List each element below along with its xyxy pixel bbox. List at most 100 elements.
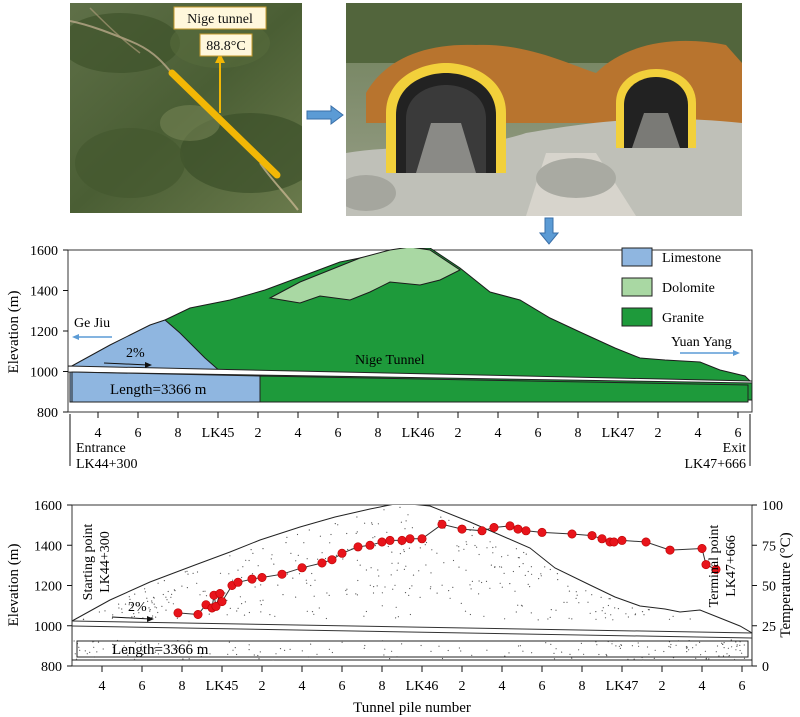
geo-y-axis: 1600 1400 1200 1000 800: [30, 244, 68, 421]
temperature-point: [353, 542, 363, 552]
temperature-point: [617, 535, 627, 545]
temp-ytick-label: 1600: [34, 499, 62, 514]
geo-length-label: Length=3366 m: [110, 382, 207, 398]
temp-length-label: Length=3366 m: [112, 642, 209, 658]
temp-xtick-label: 8: [179, 679, 186, 694]
right-arrow-icon: [733, 350, 740, 356]
ge-jiu-label: Ge Jiu: [74, 316, 110, 331]
temperature-point: [217, 597, 227, 607]
end-pile: LK47+666: [724, 535, 739, 597]
exit-label: Exit: [723, 441, 746, 456]
temperature-point: [641, 537, 651, 547]
temperature-point: [513, 524, 523, 534]
temperature-point: [337, 548, 347, 558]
temp-xtick-label: 2: [259, 679, 266, 694]
temp-y2tick-label: 0: [762, 660, 769, 675]
geo-ylabel: Elevation (m): [6, 291, 22, 374]
temperature-point: [385, 535, 395, 545]
temp-xtick-label: 2: [459, 679, 466, 694]
tunnel-portal-photo: [346, 3, 742, 216]
geo-slope-label: 2%: [126, 346, 145, 361]
satellite-map-image: Nige tunnel 88.8°C: [70, 3, 302, 213]
geo-xtick-label: LK47: [602, 426, 635, 441]
end-label: Terminal point: [707, 525, 722, 608]
temperature-point: [701, 560, 711, 570]
geo-xtick-label: 4: [95, 426, 102, 441]
legend-swatch-granite: [621, 307, 653, 327]
geo-xtick-label: LK46: [402, 426, 435, 441]
temperature-point: [665, 545, 675, 555]
temp-xtick-label: 6: [339, 679, 346, 694]
temperature-point: [233, 577, 243, 587]
start-label: Starting point: [81, 524, 96, 601]
left-arrow-icon: [72, 334, 79, 340]
geo-ytick-label: 1600: [30, 244, 58, 259]
legend-swatch-dolomite: [621, 277, 653, 297]
temp-xtick-label: 6: [739, 679, 746, 694]
temperature-point: [567, 529, 577, 539]
legend-dolomite: Dolomite: [662, 281, 715, 296]
temperature-point: [297, 563, 307, 573]
temp-y2tick-label: 25: [762, 620, 776, 635]
temp-y2tick-label: 75: [762, 539, 776, 554]
temperature-point: [521, 526, 531, 536]
geo-ytick-label: 1000: [30, 366, 58, 381]
temperature-point: [317, 558, 327, 568]
temp-xtick-label: LK46: [406, 679, 439, 694]
temperature-point: [505, 521, 515, 531]
temperature-point: [257, 572, 267, 582]
temp-y2label: Temperature (°C): [778, 532, 794, 637]
temperature-point: [597, 534, 607, 544]
tunnel-band: [68, 365, 752, 384]
geo-xtick-label: 8: [575, 426, 582, 441]
geo-xtick-label: 4: [295, 426, 302, 441]
temperature-point: [377, 537, 387, 547]
exit-pile: LK47+666: [684, 457, 746, 472]
entrance-label: Entrance: [76, 441, 126, 456]
temp-ytick-label: 800: [41, 660, 62, 675]
temperature-point: [477, 526, 487, 536]
geo-ytick-label: 800: [37, 406, 58, 421]
temp-xtick-label: 8: [379, 679, 386, 694]
temp-xtick-label: 4: [99, 679, 106, 694]
temp-xtick-label: 2: [659, 679, 666, 694]
temp-slope-label: 2%: [128, 600, 147, 615]
temperature-point: [489, 522, 499, 532]
temp-xtick-label: 6: [539, 679, 546, 694]
temp-ytick-label: 1000: [34, 620, 62, 635]
temperature-point: [405, 534, 415, 544]
right-arrow-icon: [306, 105, 344, 125]
temp-ytick-label: 1400: [34, 539, 62, 554]
geo-xtick-label: 8: [375, 426, 382, 441]
yuan-yang-label: Yuan Yang: [671, 335, 732, 350]
tunnel-route-line: [168, 69, 281, 179]
geo-xtick-label: 2: [655, 426, 662, 441]
temperature-point: [697, 543, 707, 553]
geo-x-axis: 4 6 8 LK45 2 4 6 8 LK46 2 4 6 8 LK47 2 4 6: [95, 412, 742, 441]
temp-xtick-label: 4: [499, 679, 506, 694]
geo-xtick-label: LK45: [202, 426, 235, 441]
callout-title: Nige tunnel: [187, 12, 253, 27]
legend-granite: Granite: [662, 311, 704, 326]
geo-xtick-label: 8: [175, 426, 182, 441]
geo-xtick-label: 2: [455, 426, 462, 441]
temperature-point: [537, 527, 547, 537]
geological-section: 1600 1400 1200 1000 800 Elevation (m) Ge Jiu…: [6, 244, 753, 472]
temperature-point: [417, 534, 427, 544]
temperature-point: [211, 601, 221, 611]
geo-xtick-label: 4: [695, 426, 702, 441]
temp-xtick-label: 4: [299, 679, 306, 694]
temp-xtick-label: 4: [699, 679, 706, 694]
geo-xtick-label: 2: [255, 426, 262, 441]
temperature-point: [215, 588, 225, 598]
temp-xtick-label: 8: [579, 679, 586, 694]
down-arrow-icon: [539, 217, 559, 245]
legend-limestone: Limestone: [662, 251, 721, 266]
geo-xtick-label: 6: [535, 426, 542, 441]
temperature-point: [193, 609, 203, 619]
temp-ytick-label: 1200: [34, 580, 62, 595]
temperature-series: [173, 519, 721, 619]
legend-swatch-limestone: [621, 247, 653, 267]
temperature-point: [711, 564, 721, 574]
